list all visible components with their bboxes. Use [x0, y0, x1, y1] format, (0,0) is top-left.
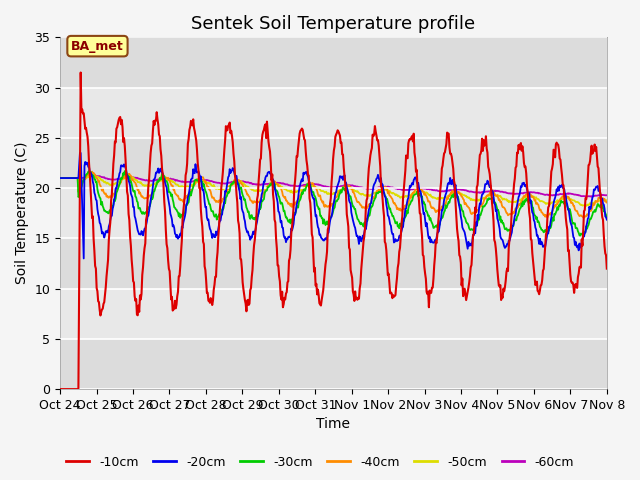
- Bar: [60, 138, 607, 188]
- -50cm: [56, 175, 64, 181]
- -40cm: [88, 169, 96, 175]
- Line: -60cm: -60cm: [60, 176, 607, 197]
- Bar: [60, 239, 607, 288]
- -50cm: [401, 194, 408, 200]
- -30cm: [85, 168, 93, 174]
- X-axis label: Time: Time: [317, 418, 351, 432]
- -20cm: [124, 174, 132, 180]
- Bar: [60, 339, 607, 389]
- -30cm: [66, 175, 74, 181]
- Line: -30cm: -30cm: [60, 171, 607, 236]
- -50cm: [582, 203, 590, 209]
- -60cm: [66, 175, 74, 181]
- -40cm: [417, 186, 424, 192]
- -60cm: [401, 187, 408, 193]
- Line: -10cm: -10cm: [60, 72, 607, 389]
- -10cm: [401, 178, 408, 183]
- -30cm: [124, 174, 131, 180]
- -60cm: [207, 178, 215, 184]
- -60cm: [124, 175, 131, 180]
- -30cm: [401, 216, 408, 221]
- -60cm: [603, 192, 611, 198]
- -60cm: [56, 175, 64, 181]
- -10cm: [603, 266, 611, 272]
- -40cm: [207, 192, 215, 198]
- -30cm: [207, 208, 215, 214]
- -10cm: [417, 211, 424, 217]
- -40cm: [56, 175, 64, 181]
- -20cm: [401, 206, 409, 212]
- -60cm: [588, 194, 595, 200]
- -60cm: [179, 179, 186, 184]
- -30cm: [577, 233, 584, 239]
- -50cm: [417, 188, 424, 193]
- -20cm: [209, 235, 216, 241]
- -30cm: [56, 175, 64, 181]
- -40cm: [580, 215, 588, 221]
- -60cm: [417, 186, 424, 192]
- Line: -20cm: -20cm: [60, 153, 607, 258]
- -30cm: [179, 212, 186, 217]
- Bar: [60, 288, 607, 339]
- -10cm: [179, 216, 186, 222]
- -20cm: [66, 175, 74, 181]
- -30cm: [417, 191, 424, 196]
- -40cm: [66, 175, 74, 181]
- Title: Sentek Soil Temperature profile: Sentek Soil Temperature profile: [191, 15, 476, 33]
- -60cm: [89, 173, 97, 179]
- -50cm: [603, 197, 611, 203]
- -10cm: [56, 386, 64, 392]
- -40cm: [124, 172, 131, 178]
- -30cm: [603, 215, 611, 221]
- Bar: [60, 188, 607, 239]
- -20cm: [179, 220, 187, 226]
- -20cm: [603, 217, 611, 223]
- Line: -40cm: -40cm: [60, 172, 607, 218]
- Y-axis label: Soil Temperature (C): Soil Temperature (C): [15, 142, 29, 285]
- Line: -50cm: -50cm: [60, 175, 607, 206]
- -20cm: [80, 255, 88, 261]
- Legend: -10cm, -20cm, -30cm, -40cm, -50cm, -60cm: -10cm, -20cm, -30cm, -40cm, -50cm, -60cm: [61, 451, 579, 474]
- Bar: [60, 87, 607, 138]
- -10cm: [77, 70, 84, 75]
- -50cm: [207, 182, 215, 188]
- -50cm: [87, 172, 95, 178]
- -50cm: [124, 175, 131, 181]
- -20cm: [56, 175, 64, 181]
- -40cm: [603, 200, 611, 205]
- -50cm: [66, 175, 74, 181]
- -20cm: [76, 150, 84, 156]
- Text: BA_met: BA_met: [71, 40, 124, 53]
- -10cm: [66, 386, 74, 392]
- -50cm: [179, 183, 186, 189]
- -40cm: [179, 198, 186, 204]
- -10cm: [207, 298, 215, 303]
- -40cm: [401, 204, 408, 209]
- -10cm: [124, 189, 131, 194]
- -20cm: [417, 193, 425, 199]
- Bar: [60, 37, 607, 87]
